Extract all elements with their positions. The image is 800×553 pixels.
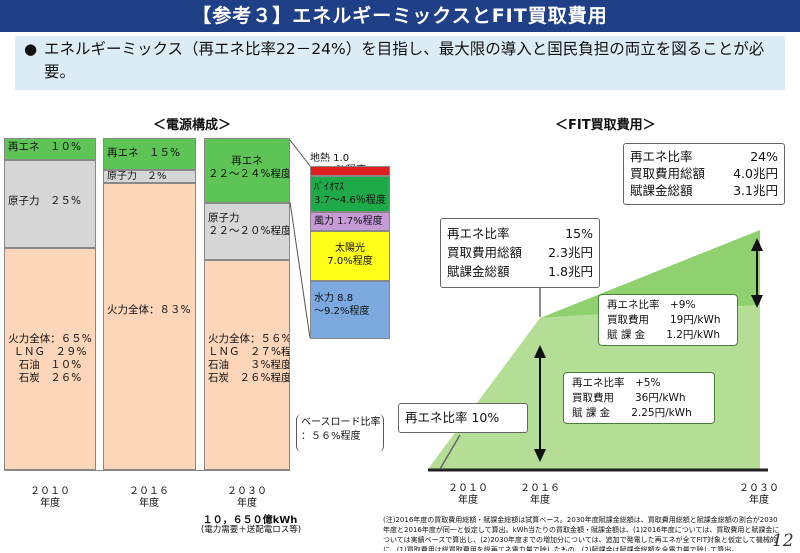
inc-2016-value-2: 36円/kWh bbox=[635, 392, 686, 404]
arrow-2030-up-head bbox=[751, 238, 763, 251]
left-section-title: ＜電源構成＞ bbox=[153, 118, 232, 133]
fit-year-2030-unit: 年度 bbox=[749, 495, 769, 506]
bar-2030-renewable: 再エネ ２２～２４%程度 bbox=[204, 138, 290, 203]
footnote: (注)2016年度の買取費用総額・賦課金総額は試算ベース。2030年度賦課金総額… bbox=[383, 516, 780, 551]
biomass-segment: ﾊﾞｲｵﾏｽ 3.7～4.6％程度 bbox=[310, 176, 390, 212]
left-axis bbox=[4, 470, 290, 471]
callout-2030-value-2: 4.0兆円 bbox=[733, 166, 778, 181]
year-2016-value: ２０１６ bbox=[129, 486, 169, 497]
right-section-title: ＜FIT買取費用＞ bbox=[555, 118, 656, 133]
inc-2030-value-1: +9% bbox=[670, 299, 696, 311]
inc-2030-value-3: 1.2円/kWh bbox=[666, 329, 721, 341]
inc-2030-value-2: 19円/kWh bbox=[670, 314, 721, 326]
fit-year-2030-value: ２０３０ bbox=[739, 483, 779, 494]
callout-2030-value-1: 24% bbox=[750, 149, 778, 164]
bar-2016-nuclear: 原子力 ２% bbox=[103, 170, 196, 183]
fit-year-2016: ２０１６ 年度 bbox=[502, 483, 578, 507]
year-2030-value: ２０３０ bbox=[227, 486, 267, 497]
wind-segment: 風力 1.7%程度 bbox=[310, 212, 390, 231]
inc-2016-label-2: 買取費用 bbox=[572, 392, 614, 404]
inc-2030-label-3: 賦 課 金 bbox=[607, 329, 646, 341]
page-number: 12 bbox=[772, 531, 794, 551]
callout-2016-label-3: 賦課金総額 bbox=[447, 264, 510, 279]
hydro-segment: 水力 8.8 ～9.2%程度 bbox=[310, 281, 390, 339]
geothermal-segment bbox=[310, 166, 390, 176]
year-2016-unit: 年度 bbox=[139, 498, 159, 509]
callout-2016-label-1: 再エネ比率 bbox=[447, 226, 510, 241]
callout-2030: 再エネ比率 24% 買取費用総額 4.0兆円 賦課金総額 3.1兆円 bbox=[623, 143, 785, 205]
year-2010-value: ２０１０ bbox=[30, 486, 70, 497]
intro-box bbox=[15, 36, 785, 90]
solar-segment: 太陽光 7.0%程度 bbox=[310, 231, 390, 281]
increment-box-2030: 再エネ比率 +9% 買取費用 19円/kWh 賦 課 金 1.2円/kWh bbox=[598, 294, 738, 346]
callout-2030-label-2: 買取費用総額 bbox=[630, 166, 706, 181]
callout-2030-label-1: 再エネ比率 bbox=[630, 149, 693, 164]
inc-2030-label-2: 買取費用 bbox=[607, 314, 649, 326]
intro-text: エネルギーミックス（再エネ比率22－24%）を目指し、最大限の導入と国民負担の両… bbox=[44, 40, 765, 81]
fit-year-2016-value: ２０１６ bbox=[520, 483, 560, 494]
bar-2010-renewable: 再エネ １０% bbox=[4, 138, 96, 160]
inc-2016-value-3: 2.25円/kWh bbox=[631, 407, 692, 419]
fit-year-2010-unit: 年度 bbox=[458, 495, 478, 506]
fit-year-2010: ２０１０ 年度 bbox=[430, 483, 506, 507]
year-label-2010: ２０１０ 年度 bbox=[14, 486, 86, 510]
bullet-icon: ● bbox=[24, 40, 38, 58]
year-label-2016: ２０１６ 年度 bbox=[113, 486, 185, 510]
bar-2010-thermal: 火力全体：６５% ＬＮＧ ２９% 石油 １０% 石炭 ２６% bbox=[4, 248, 96, 470]
inc-2016-label-1: 再エネ比率 bbox=[572, 377, 625, 389]
total-generation: １０，６５０億kWh bbox=[202, 515, 298, 526]
breakdown-connector bbox=[289, 139, 311, 339]
year-2010-unit: 年度 bbox=[40, 498, 60, 509]
fit-year-2016-unit: 年度 bbox=[530, 495, 550, 506]
callout-2016: 再エネ比率 15% 買取費用総額 2.3兆円 賦課金総額 1.8兆円 bbox=[440, 218, 600, 288]
year-2030-unit: 年度 bbox=[237, 498, 257, 509]
bar-2010-nuclear: 原子力 ２５% bbox=[4, 160, 96, 248]
callout-2016-value-1: 15% bbox=[565, 226, 593, 241]
bar-2030-nuclear: 原子力 ２２～２０%程度 bbox=[204, 203, 290, 260]
inc-2016-value-1: +5% bbox=[635, 377, 661, 389]
inc-2030-label-1: 再エネ比率 bbox=[607, 299, 660, 311]
arrow-2030-down-head bbox=[751, 295, 763, 308]
total-generation-note: (電力需要＋送配電ロス等) bbox=[200, 525, 302, 535]
fit-year-2030: ２０３０ 年度 bbox=[721, 483, 797, 507]
callout-2016-value-2: 2.3兆円 bbox=[548, 245, 593, 260]
callout-2016-label-2: 買取費用総額 bbox=[447, 245, 523, 260]
arrow-2016-up-head bbox=[534, 345, 546, 358]
inc-2016-label-3: 賦 課 金 bbox=[572, 407, 611, 419]
callout-2016-value-3: 1.8兆円 bbox=[548, 264, 593, 279]
callout-2030-label-3: 賦課金総額 bbox=[630, 183, 693, 198]
callout-2010: 再エネ比率 10% bbox=[398, 403, 528, 433]
callout-2030-value-3: 3.1兆円 bbox=[733, 183, 778, 198]
increment-box-2016: 再エネ比率 +5% 買取費用 36円/kWh 賦 課 金 2.25円/kWh bbox=[563, 372, 715, 424]
baseload-ratio: ベースロード比率 ：５６%程度 bbox=[296, 414, 384, 452]
fit-year-2010-value: ２０１０ bbox=[448, 483, 488, 494]
bar-2030-thermal: 火力全体：５６%程度 ＬＮＧ ２７%程度 石油 ３%程度 石炭 ２６%程度 bbox=[204, 260, 290, 470]
bar-2016-renewable: 再エネ １５% bbox=[103, 138, 196, 170]
callout-2010-pointer bbox=[439, 434, 461, 470]
bar-2016-thermal: 火力全体：８３% bbox=[103, 183, 196, 470]
arrow-2016-down-head bbox=[534, 449, 546, 462]
year-label-2030: ２０３０ 年度 bbox=[211, 486, 283, 510]
page-title: 【参考３】エネルギーミックスとFIT買取費用 bbox=[0, 0, 800, 32]
